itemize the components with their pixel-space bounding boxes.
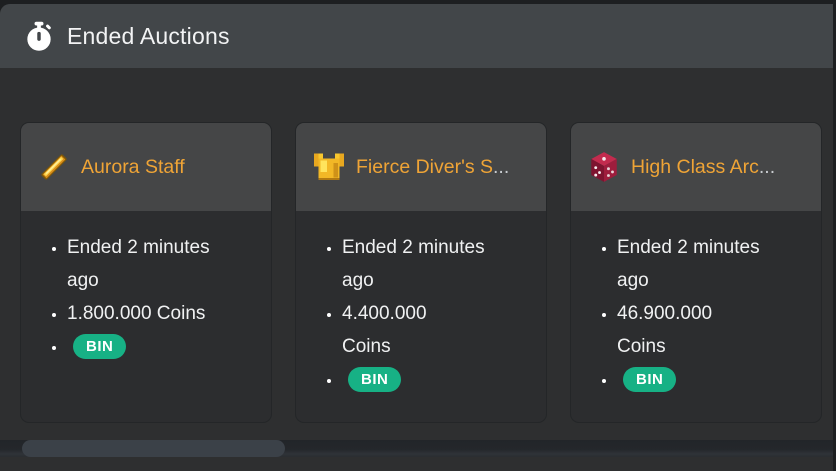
- auction-card-high-class[interactable]: High Class Arc... Ended 2 minutes ago 46…: [570, 122, 822, 423]
- bin-item: BIN: [342, 363, 534, 396]
- page-title: Ended Auctions: [67, 22, 230, 49]
- price-item: 46.900.000 Coins: [617, 297, 809, 363]
- horizontal-scrollbar-thumb[interactable]: [22, 440, 285, 457]
- price-item: 1.800.000 Coins: [67, 297, 259, 330]
- title-ellipsis: ...: [758, 155, 776, 178]
- bin-item: BIN: [67, 330, 259, 363]
- stopwatch-icon: [24, 21, 54, 52]
- red-dice-icon: [587, 150, 621, 184]
- title-ellipsis: ...: [493, 155, 510, 178]
- ended-time-item: Ended 2 minutes ago: [617, 231, 809, 297]
- auction-card-fierce-divers[interactable]: Fierce Diver's S... Ended 2 minutes ago …: [295, 122, 547, 423]
- panel-header: Ended Auctions: [0, 4, 833, 68]
- auction-card-header: Aurora Staff: [21, 123, 271, 211]
- aurora-staff-icon: [37, 150, 71, 184]
- bin-badge: BIN: [348, 367, 402, 393]
- ended-time-item: Ended 2 minutes ago: [67, 231, 259, 297]
- auction-card-aurora-staff[interactable]: Aurora Staff Ended 2 minutes ago 1.800.0…: [20, 122, 272, 423]
- auction-card-body: Ended 2 minutes ago 4.400.000 Coins BIN: [296, 211, 546, 422]
- bin-badge: BIN: [73, 334, 127, 360]
- bin-badge: BIN: [623, 367, 677, 393]
- ended-time-item: Ended 2 minutes ago: [342, 231, 534, 297]
- auction-card-body: Ended 2 minutes ago 1.800.000 Coins BIN: [21, 211, 271, 422]
- auction-card-body: Ended 2 minutes ago 46.900.000 Coins BIN: [571, 211, 821, 422]
- auction-card-header: High Class Arc...: [571, 123, 821, 211]
- ended-auctions-list: Aurora Staff Ended 2 minutes ago 1.800.0…: [0, 68, 833, 423]
- price-item: 4.400.000 Coins: [342, 297, 534, 363]
- auction-card-header: Fierce Diver's S...: [296, 123, 546, 211]
- auction-item-title: Aurora Staff: [81, 155, 185, 178]
- auction-item-title: Fierce Diver's S...: [356, 155, 510, 178]
- gold-chestplate-icon: [312, 150, 346, 184]
- auction-item-title: High Class Arc...: [631, 155, 776, 178]
- ended-auctions-panel: Ended Auctions Aurora Staff: [0, 4, 833, 471]
- bin-item: BIN: [617, 363, 809, 396]
- horizontal-scrollbar-track[interactable]: [0, 440, 833, 457]
